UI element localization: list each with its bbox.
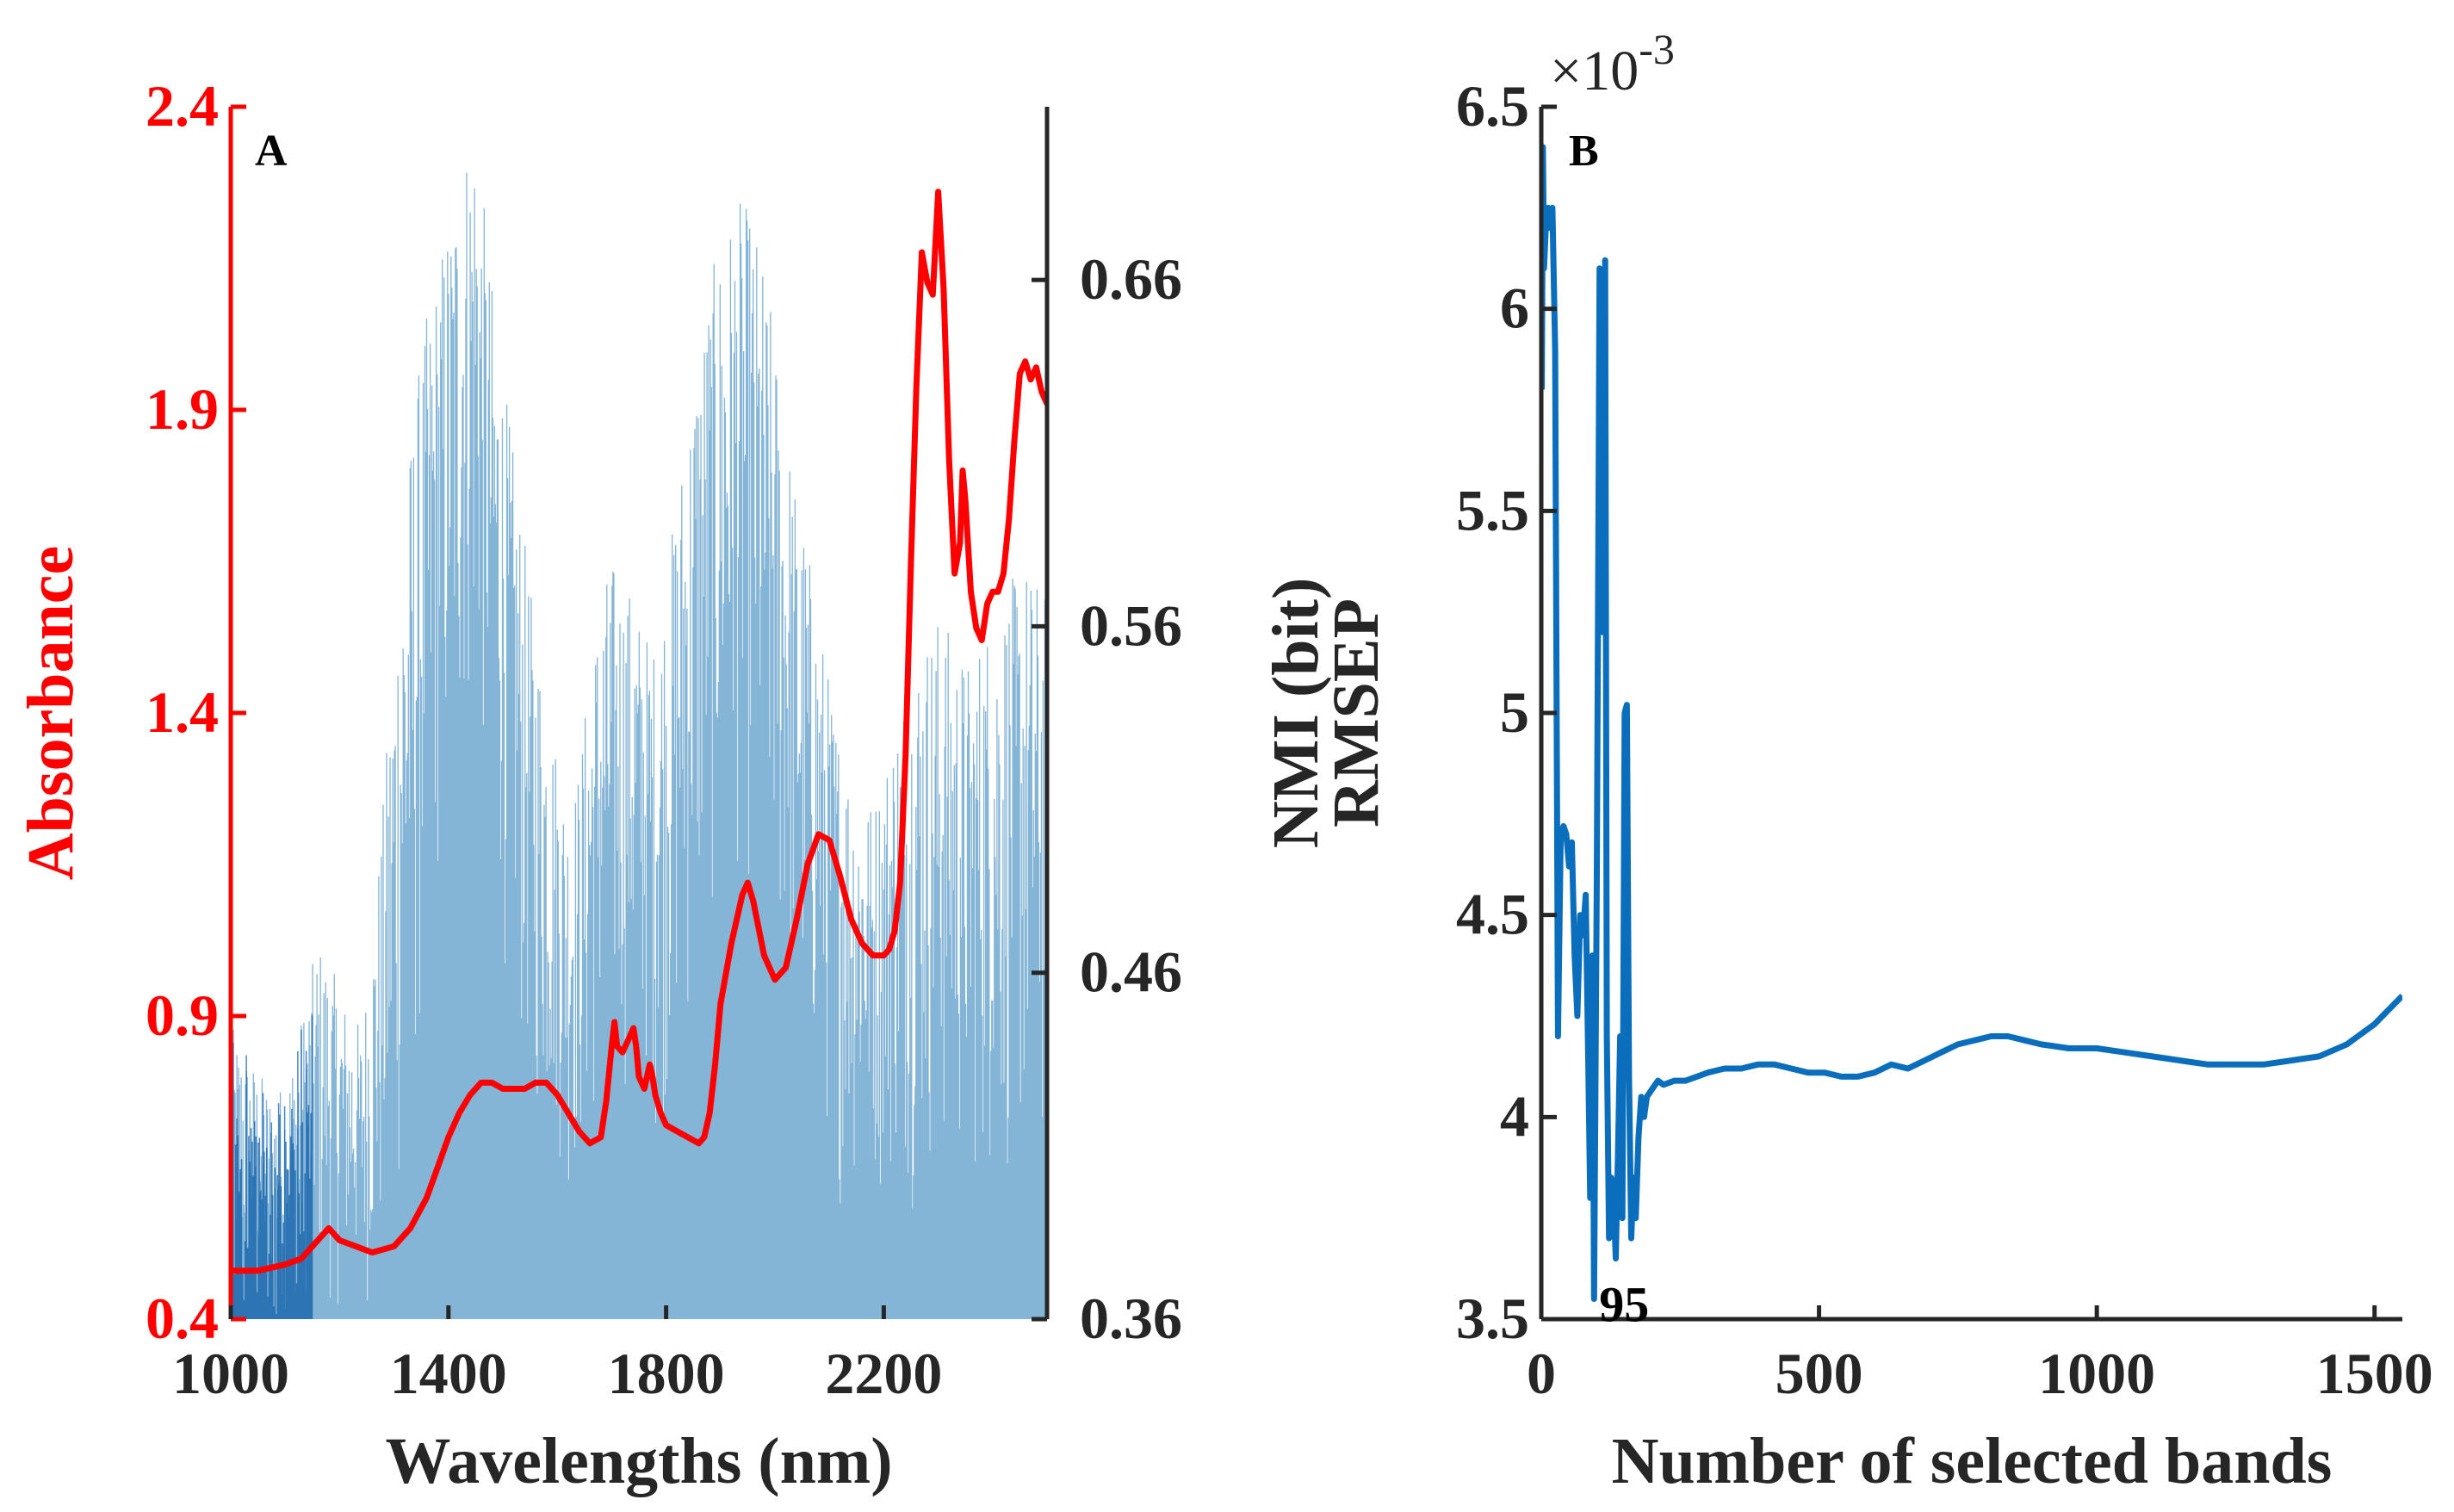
left-y-tick-label: 0.9: [146, 982, 219, 1048]
right-y-tick-label: 0.46: [1080, 939, 1182, 1005]
x-tick-label: 1800: [608, 1341, 725, 1406]
b-y-tick-label: 6.5: [1456, 73, 1529, 139]
panel-a-left-axis-title: Absorbance: [15, 546, 87, 880]
panel-a-right-axis-title: NMI (bit): [1260, 578, 1332, 849]
nmi-stems-dense: [231, 1015, 313, 1319]
x-tick-label: 1000: [172, 1341, 289, 1406]
panel-a-x-axis-title: Wavelengths (nm): [386, 1425, 893, 1497]
b-x-tick-label: 500: [1775, 1341, 1863, 1406]
b-x-tick-label: 1000: [2038, 1341, 2155, 1406]
b-x-tick-label: 1500: [2316, 1341, 2433, 1406]
b-x-tick-label: 0: [1527, 1341, 1556, 1406]
x-tick-label: 1400: [390, 1341, 507, 1406]
left-y-tick-label: 1.9: [146, 376, 219, 442]
panel-a-nmi-series: [231, 172, 1047, 1319]
panel-b-x-axis-title: Number of selected bands: [1612, 1425, 2333, 1497]
b-y-tick-label: 4: [1500, 1083, 1529, 1149]
rmsep-line: [1541, 144, 2402, 1302]
left-y-tick-label: 2.4: [146, 73, 219, 139]
panel-b-y-exponent: ×10-3: [1550, 25, 1675, 102]
left-y-tick-label: 1.4: [146, 679, 219, 745]
right-y-tick-label: 0.66: [1080, 246, 1182, 312]
b-y-tick-label: 4.5: [1456, 882, 1529, 947]
b-y-tick-label: 3.5: [1456, 1286, 1529, 1351]
b-y-tick-label: 5.5: [1456, 477, 1529, 542]
right-y-tick-label: 0.36: [1080, 1286, 1182, 1351]
b-y-tick-label: 6: [1500, 276, 1529, 341]
absorbance-line: [231, 189, 1047, 1274]
panel-b-rmsep-series: [1541, 144, 2402, 1302]
panel-a-label: A: [255, 127, 288, 176]
right-y-tick-label: 0.56: [1080, 592, 1182, 658]
left-y-tick-label: 0.4: [146, 1286, 219, 1351]
panel-b-y-axis-title: RMSEP: [1320, 598, 1392, 827]
b-y-tick-label: 5: [1500, 679, 1529, 745]
panel-a-absorbance-series: [231, 189, 1047, 1274]
panel-b-annotation-95: 95: [1599, 1277, 1649, 1333]
panel-b-label: B: [1569, 127, 1599, 176]
x-tick-label: 2200: [825, 1341, 942, 1406]
nmi-stems: [231, 172, 1047, 1319]
panel-b-axes: 3.5 4 4.5 5 5.5 6 6.5 0 500 1000 1500: [1456, 73, 2433, 1406]
panel-a-axes: 0.4 0.9 1.4 1.9 2.4 0.36 0.46 0.56 0.66 1000 1400 1…: [146, 73, 1182, 1406]
